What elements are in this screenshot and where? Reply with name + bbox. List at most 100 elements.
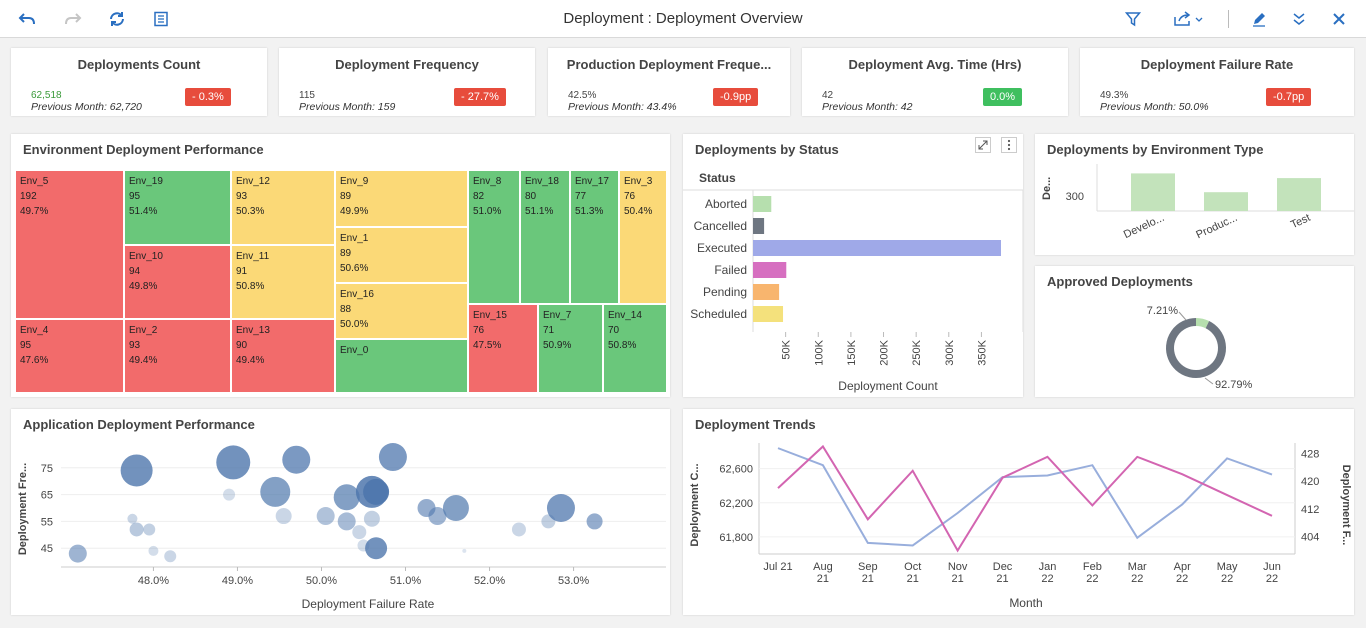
label-leader-line [1179,312,1186,320]
scatter-point [352,525,366,539]
approved-donut-chart: 7.21% 92.79% [1035,266,1354,397]
x-tick-label: 49.0% [222,575,253,587]
kpi-value: 42.5% [568,90,596,101]
scatter-point [223,489,235,501]
x-tick-label: 50K [781,339,793,359]
treemap-cell[interactable]: Env_519249.7% [15,170,124,319]
y-tick-label: 55 [41,516,53,528]
kpi-production-deployment-frequency[interactable]: Production Deployment Freque... 42.5% Pr… [548,48,790,116]
x-tick-label: Develo... [1122,212,1166,241]
kpi-deployment-avg-time[interactable]: Deployment Avg. Time (Hrs) 42 Previous M… [802,48,1068,116]
scatter-point [121,454,153,486]
left-tick-label: 61,800 [719,532,753,544]
scatter-point [148,546,158,556]
app-performance-scatter: Deployment Fre... 75655545 48.0%49.0%50.… [11,409,670,615]
status-bar [753,284,779,300]
x-tick-label: Test [1289,212,1312,231]
treemap-cell[interactable]: Env_188051.1% [520,170,570,304]
treemap-cell[interactable]: Env_98949.9% [335,170,468,227]
treemap-cell[interactable]: Env_139049.4% [231,319,335,393]
scatter-point [260,477,290,507]
treemap-cell[interactable]: Env_109449.8% [124,245,231,319]
x-tick-label: 350K [976,339,988,365]
right-tick-label: 420 [1301,476,1319,488]
series-line [778,448,1272,545]
status-label: Scheduled [690,307,747,321]
x-tick-label: Aug [813,561,833,573]
treemap-cell[interactable]: Env_0 [335,339,468,393]
x-tick-label: 50.0% [306,575,337,587]
treemap-cell[interactable]: Env_147050.8% [603,304,667,393]
kpi-value: 115 [299,90,315,101]
kpi-value: 49.3% [1100,90,1128,101]
x-tick-label: Jun [1263,561,1281,573]
y-tick-label: 65 [41,490,53,502]
x-tick-label: 22 [1266,573,1278,585]
y-tick-label: 300 [1066,191,1084,203]
x-tick-label: 200K [879,339,891,365]
collapse-icon[interactable] [1286,6,1312,32]
treemap-cell[interactable]: Env_168850.0% [335,283,468,339]
toolbar-divider [1228,10,1229,28]
x-tick-label: Jan [1039,561,1057,573]
env-type-bar [1277,178,1321,211]
treemap-cell[interactable]: Env_199551.4% [124,170,231,245]
x-tick-label: 21 [907,573,919,585]
x-axis-title: Month [1009,596,1042,610]
kpi-title: Production Deployment Freque... [548,57,790,72]
x-tick-label: Mar [1128,561,1147,573]
treemap-cell[interactable]: Env_157647.5% [468,304,538,393]
x-tick-label: 250K [911,339,923,365]
treemap-cell[interactable]: Env_77150.9% [538,304,603,393]
kpi-deployments-count[interactable]: Deployments Count 62,518 Previous Month:… [11,48,267,116]
treemap-cell[interactable]: Env_129350.3% [231,170,335,245]
kpi-previous: Previous Month: 159 [299,101,395,113]
kpi-deployment-failure-rate[interactable]: Deployment Failure Rate 49.3% Previous M… [1080,48,1354,116]
filter-icon[interactable] [1120,6,1146,32]
treemap-cell[interactable]: Env_18950.6% [335,227,468,283]
right-tick-label: 404 [1301,532,1319,544]
x-tick-label: 22 [1176,573,1188,585]
x-tick-label: 22 [1221,573,1233,585]
approved-card: Approved Deployments 7.21% 92.79% [1035,266,1354,397]
scatter-point [127,514,137,524]
edit-icon[interactable] [1246,6,1272,32]
scatter-point [334,484,360,510]
x-tick-label: Produc... [1194,212,1239,241]
donut-slice [1170,322,1222,374]
y-axis-title-right: Deployment F... [1340,465,1352,546]
treemap-cell[interactable]: Env_177751.3% [570,170,619,304]
share-icon[interactable] [1170,6,1210,32]
y-axis-title: Deployment Fre... [17,463,29,555]
x-tick-label: 22 [1131,573,1143,585]
kpi-title: Deployment Failure Rate [1080,57,1354,72]
status-bar [753,240,1001,256]
trends-line-chart: Deployment C... Deployment F... 62,60062… [683,409,1354,615]
treemap-cell[interactable]: Env_88251.0% [468,170,520,304]
right-tick-label: 428 [1301,448,1319,460]
env-type-card: Deployments by Environment Type De... 30… [1035,134,1354,255]
donut-label-approved: 7.21% [1147,305,1178,317]
scatter-point [363,479,389,505]
treemap-cell[interactable]: Env_37650.4% [619,170,667,304]
kpi-value: 62,518 [31,90,62,101]
x-tick-label: 22 [1086,573,1098,585]
x-axis-title: Deployment Count [838,379,938,393]
kpi-deployment-frequency[interactable]: Deployment Frequency 115 Previous Month:… [279,48,535,116]
close-icon[interactable] [1326,6,1352,32]
treemap-cell[interactable]: Env_29349.4% [124,319,231,393]
kpi-previous: Previous Month: 43.4% [568,101,677,113]
y-axis-title: De... [1041,177,1053,200]
x-tick-label: Sep [858,561,878,573]
treemap-cell[interactable]: Env_49547.6% [15,319,124,393]
x-tick-label: 22 [1041,573,1053,585]
x-tick-label: 150K [846,339,858,365]
status-label: Pending [703,285,747,299]
app-performance-card: Application Deployment Performance Deplo… [11,409,670,615]
status-label: Failed [714,263,747,277]
treemap-cell[interactable]: Env_119150.8% [231,245,335,319]
scatter-point [282,446,310,474]
kpi-delta-badge: -0.9pp [713,88,758,106]
scatter-point [143,523,155,535]
x-tick-label: 100K [813,339,825,365]
